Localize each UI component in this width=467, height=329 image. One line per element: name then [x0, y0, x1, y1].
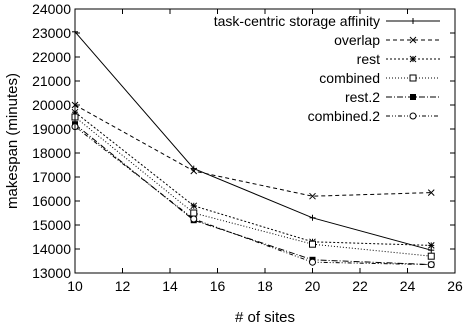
legend: task-centric storage affinity overlap rest…	[214, 13, 440, 124]
x-tick-label: 12	[115, 278, 131, 294]
x-tick-label: 16	[210, 278, 226, 294]
data-point	[190, 167, 198, 175]
data-point	[427, 189, 435, 196]
data-point	[309, 192, 316, 200]
x-tick-label: 10	[67, 278, 83, 294]
axis-ticks: 10 12 14 16 18 20 22 24 26 13000 14000 15000 16000 17…	[32, 1, 463, 294]
legend-marker	[409, 55, 417, 63]
y-tick-label: 19000	[32, 121, 71, 137]
data-point	[427, 242, 435, 249]
data-markers	[71, 28, 435, 269]
y-tick-label: 15000	[32, 217, 71, 233]
x-tick-label: 14	[162, 278, 178, 294]
legend-label: rest	[357, 51, 380, 67]
series-line-2	[74, 104, 432, 197]
y-tick-label: 16000	[32, 193, 71, 209]
x-tick-label: 20	[305, 278, 321, 294]
y-tick-label: 24000	[32, 1, 71, 17]
data-point	[309, 214, 316, 221]
legend-label: combined.2	[308, 108, 381, 124]
y-tick-label: 23000	[32, 25, 71, 41]
y-tick-label: 22000	[32, 49, 71, 65]
y-tick-label: 20000	[32, 97, 71, 113]
data-point	[190, 209, 198, 217]
data-point	[427, 252, 435, 260]
legend-marker	[410, 18, 416, 24]
series-line-1	[74, 31, 432, 251]
data-point	[309, 240, 316, 248]
x-tick-label: 22	[352, 278, 368, 294]
legend-label: combined	[319, 70, 380, 86]
data-point	[190, 202, 198, 210]
y-tick-label: 13000	[32, 265, 71, 281]
legend-marker	[410, 94, 416, 100]
legend-marker	[409, 74, 417, 82]
y-tick-label: 21000	[32, 73, 71, 89]
x-tick-label: 26	[447, 278, 463, 294]
data-point	[309, 258, 316, 266]
x-axis-label: # of sites	[235, 309, 295, 326]
series-lines	[74, 31, 432, 266]
y-tick-label: 17000	[32, 169, 71, 185]
legend-marker	[409, 112, 417, 120]
legend-label: overlap	[334, 32, 380, 48]
y-axis-label: makespan (minutes)	[4, 73, 21, 209]
x-tick-label: 18	[257, 278, 273, 294]
y-tick-label: 18000	[32, 145, 71, 161]
x-tick-label: 24	[400, 278, 416, 294]
legend-label: task-centric storage affinity	[214, 13, 380, 29]
legend-label: rest.2	[345, 89, 380, 105]
data-point	[427, 261, 435, 269]
plot-frame	[74, 8, 456, 274]
data-point	[190, 215, 198, 223]
y-tick-label: 14000	[32, 241, 71, 257]
series-line-6	[74, 126, 432, 266]
series-line-3	[74, 111, 432, 246]
legend-marker	[409, 36, 417, 44]
